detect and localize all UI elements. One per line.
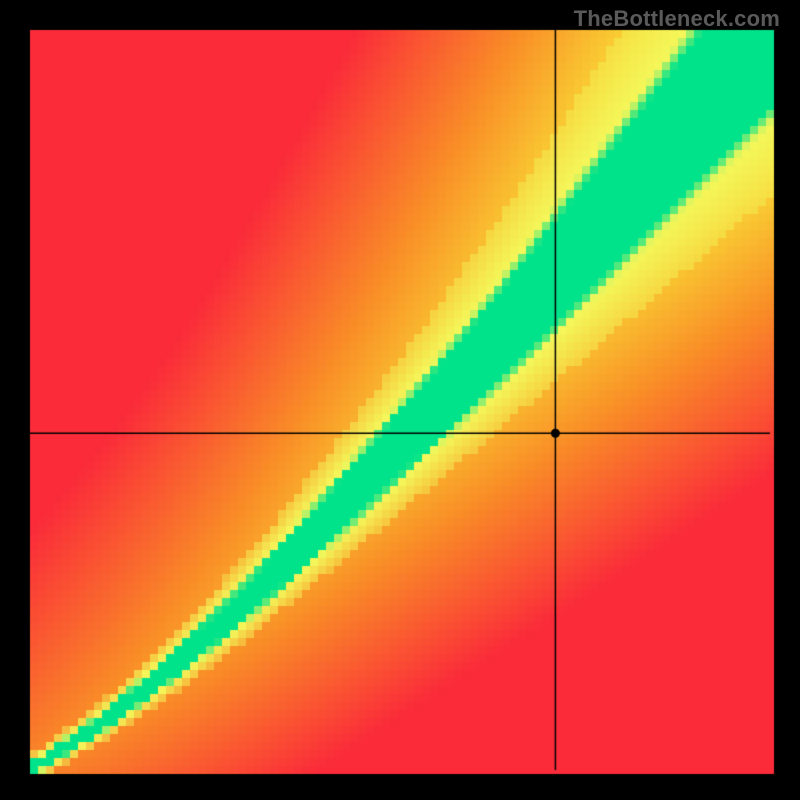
watermark-label: TheBottleneck.com bbox=[574, 6, 780, 32]
bottleneck-heatmap bbox=[0, 0, 800, 800]
